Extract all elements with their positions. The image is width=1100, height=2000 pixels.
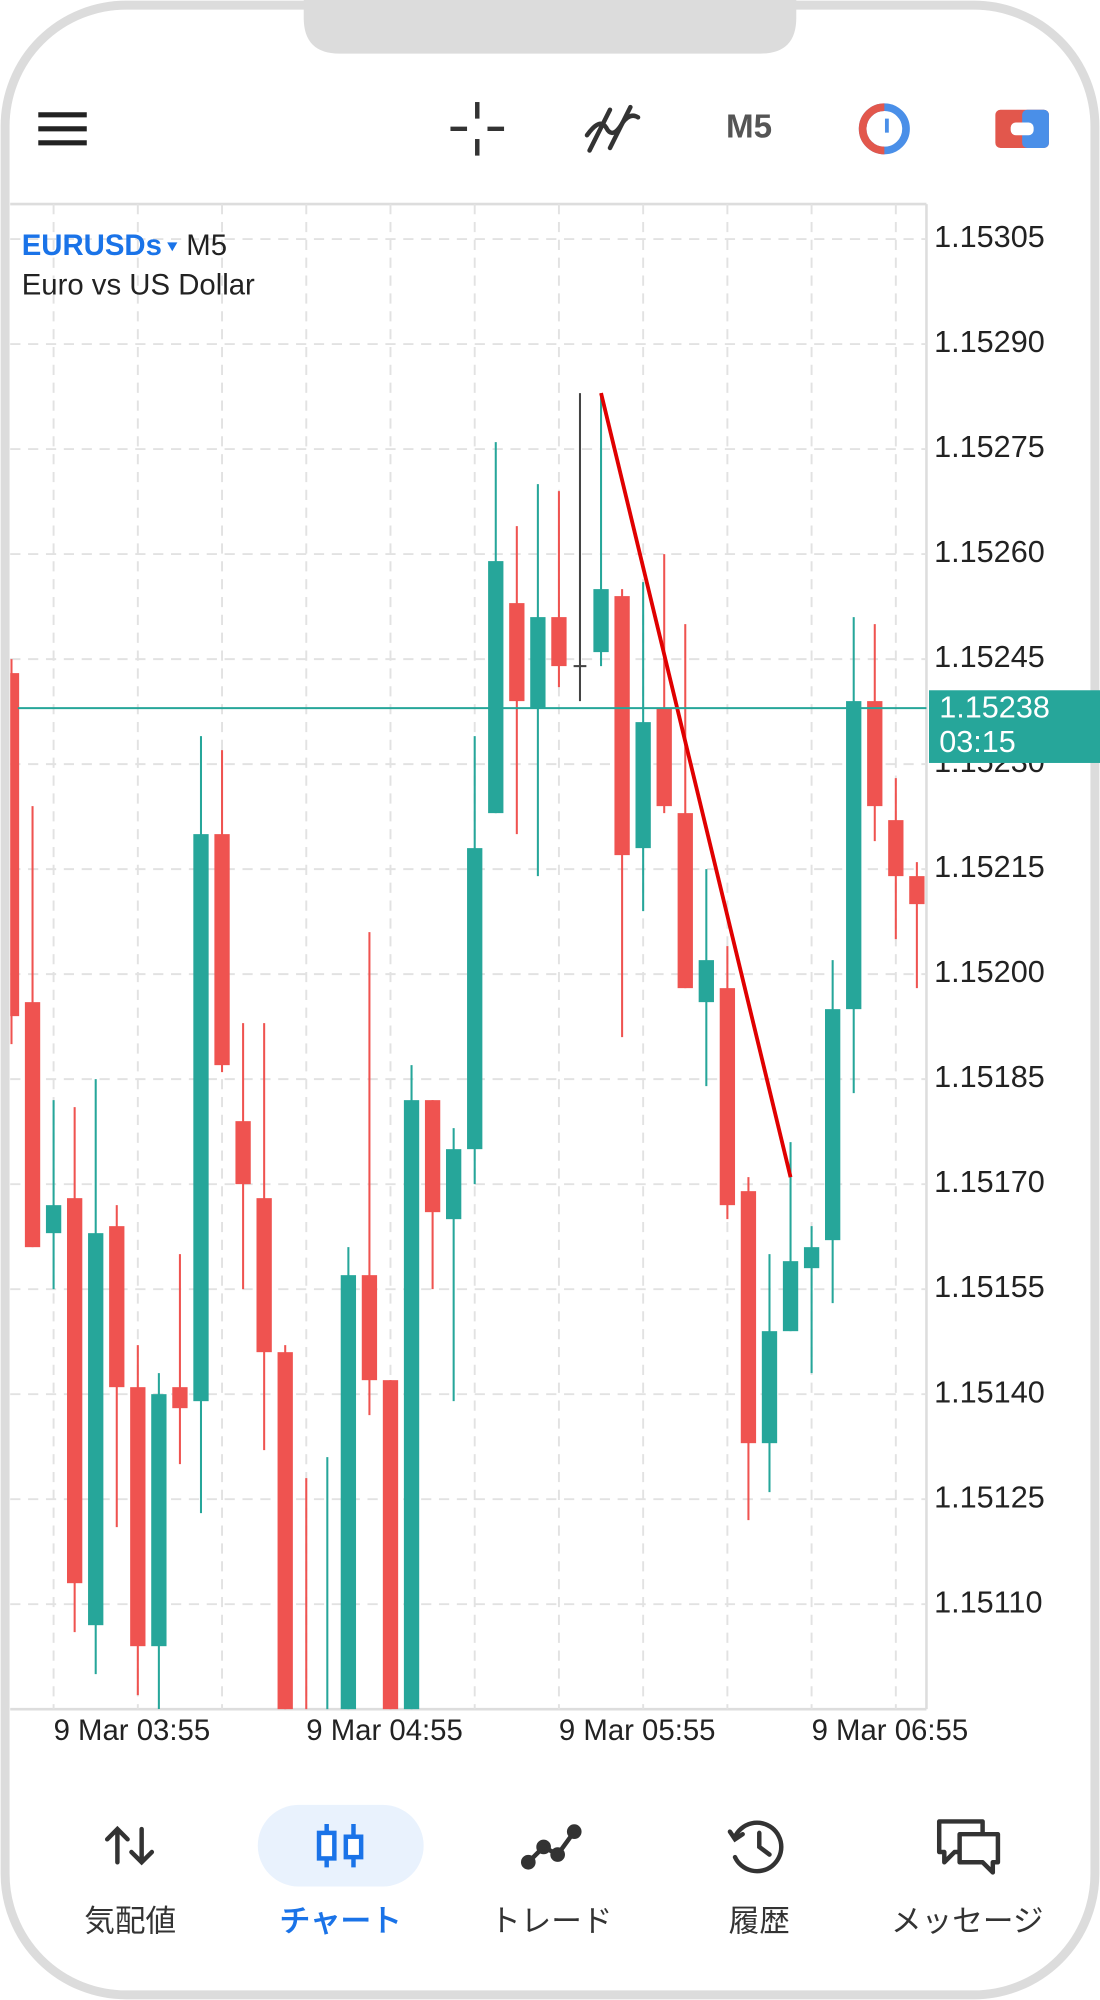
- candle-body: [109, 1226, 125, 1388]
- candle-body: [614, 596, 630, 856]
- candle-body: [846, 701, 862, 1010]
- crosshair-button[interactable]: [450, 102, 505, 156]
- candle-body: [445, 1149, 462, 1220]
- candle-body: [909, 876, 925, 905]
- candle-body: [888, 820, 904, 877]
- nav-label[interactable]: チャート: [280, 1905, 402, 1939]
- candle-body: [782, 1261, 799, 1332]
- candle-body: [172, 1387, 188, 1409]
- candle-body: [361, 1275, 378, 1381]
- y-tick-label: 1.15185: [934, 1060, 1045, 1094]
- candle-body: [803, 1247, 820, 1269]
- y-tick-label: 1.15260: [934, 535, 1045, 569]
- candle-body: [698, 960, 714, 1003]
- nav-label[interactable]: 気配値: [84, 1905, 176, 1939]
- nav-label[interactable]: トレード: [490, 1905, 612, 1939]
- axes: 1.15110 1.15125 1.15140 1.15155 1.15170 1.151…: [17, 220, 1100, 1747]
- y-tick-label: 1.15215: [934, 850, 1045, 884]
- description: Euro vs US Dollar: [22, 269, 255, 302]
- candle-body: [130, 1387, 146, 1647]
- clock-button[interactable]: [858, 103, 910, 155]
- candle-body: [719, 988, 736, 1206]
- candle-body: [403, 1100, 420, 1710]
- candle-body: [340, 1275, 357, 1710]
- last-price-label: 1.15238: [939, 690, 1050, 724]
- candle-body: [214, 834, 230, 1066]
- candle-body: [88, 1233, 104, 1626]
- notch: [303, 0, 797, 54]
- symbol-dropdown[interactable]: [167, 242, 178, 252]
- y-tick-label: 1.15305: [934, 220, 1045, 254]
- candle-body: [656, 708, 672, 807]
- trade-button[interactable]: [995, 109, 1049, 148]
- candle-body: [151, 1394, 167, 1647]
- y-tick-label: 1.15155: [934, 1270, 1045, 1304]
- y-tick-label: 1.15245: [934, 640, 1045, 674]
- candle-body: [256, 1198, 272, 1353]
- candle-body: [551, 617, 567, 667]
- nav-active-bg: [257, 1804, 424, 1887]
- nav-icon-chart[interactable]: [316, 1823, 364, 1868]
- candle-body: [677, 813, 693, 989]
- nav-label[interactable]: 履歴: [729, 1905, 790, 1939]
- nav-icon-history[interactable]: [727, 1820, 784, 1874]
- y-tick-label: 1.15170: [934, 1165, 1045, 1199]
- y-tick-label: 1.15200: [934, 955, 1045, 989]
- y-tick-label: 1.15290: [934, 325, 1045, 359]
- candle-body: [867, 701, 883, 807]
- trend-line: [599, 392, 793, 1178]
- x-tick-label: 9 Mar 04:55: [306, 1714, 463, 1747]
- candle-body: [66, 1198, 83, 1584]
- timer-label: 03:15: [939, 725, 1016, 759]
- candle-body: [382, 1380, 399, 1710]
- y-tick-label: 1.15110: [934, 1585, 1042, 1619]
- y-tick-label: 1.15275: [934, 430, 1045, 464]
- y-tick-label: 1.15140: [934, 1375, 1045, 1409]
- candle-body: [530, 617, 546, 709]
- candle-body: [424, 1100, 441, 1213]
- candle-body: [509, 603, 525, 702]
- indicator-button[interactable]: [584, 104, 641, 153]
- chart-frame: [10, 202, 928, 1711]
- candle-body: [488, 561, 504, 814]
- candle-body: [45, 1205, 62, 1234]
- candle-body: [24, 1002, 41, 1248]
- last-price-box: [929, 690, 1100, 763]
- candle-body: [593, 589, 609, 653]
- timeframe-button[interactable]: M5: [726, 109, 772, 146]
- x-tick-label: 9 Mar 05:55: [559, 1714, 716, 1747]
- candle-body: [10, 673, 20, 1017]
- x-tick-label: 9 Mar 03:55: [54, 1714, 211, 1747]
- nav-icon-trade[interactable]: [520, 1824, 582, 1870]
- x-tick-label: 9 Mar 06:55: [812, 1714, 969, 1747]
- nav-icon-messages[interactable]: [936, 1819, 1001, 1875]
- candle-body: [740, 1191, 757, 1444]
- menu-button[interactable]: [38, 112, 87, 146]
- candle-body: [277, 1352, 293, 1710]
- plot: [10, 392, 925, 1710]
- candle-body: [635, 722, 651, 849]
- candle-body: [573, 665, 587, 668]
- chart-timeframe: M5: [186, 229, 227, 262]
- candle-body: [467, 848, 483, 1150]
- nav-label[interactable]: メッセージ: [891, 1905, 1043, 1939]
- candle-body: [235, 1121, 251, 1185]
- nav-icon-quotes[interactable]: [104, 1825, 155, 1866]
- candle-body: [825, 1009, 841, 1241]
- candle-body: [193, 834, 209, 1402]
- y-tick-label: 1.15125: [934, 1480, 1045, 1514]
- symbol[interactable]: EURUSDs: [22, 229, 162, 262]
- candle-body: [761, 1331, 778, 1444]
